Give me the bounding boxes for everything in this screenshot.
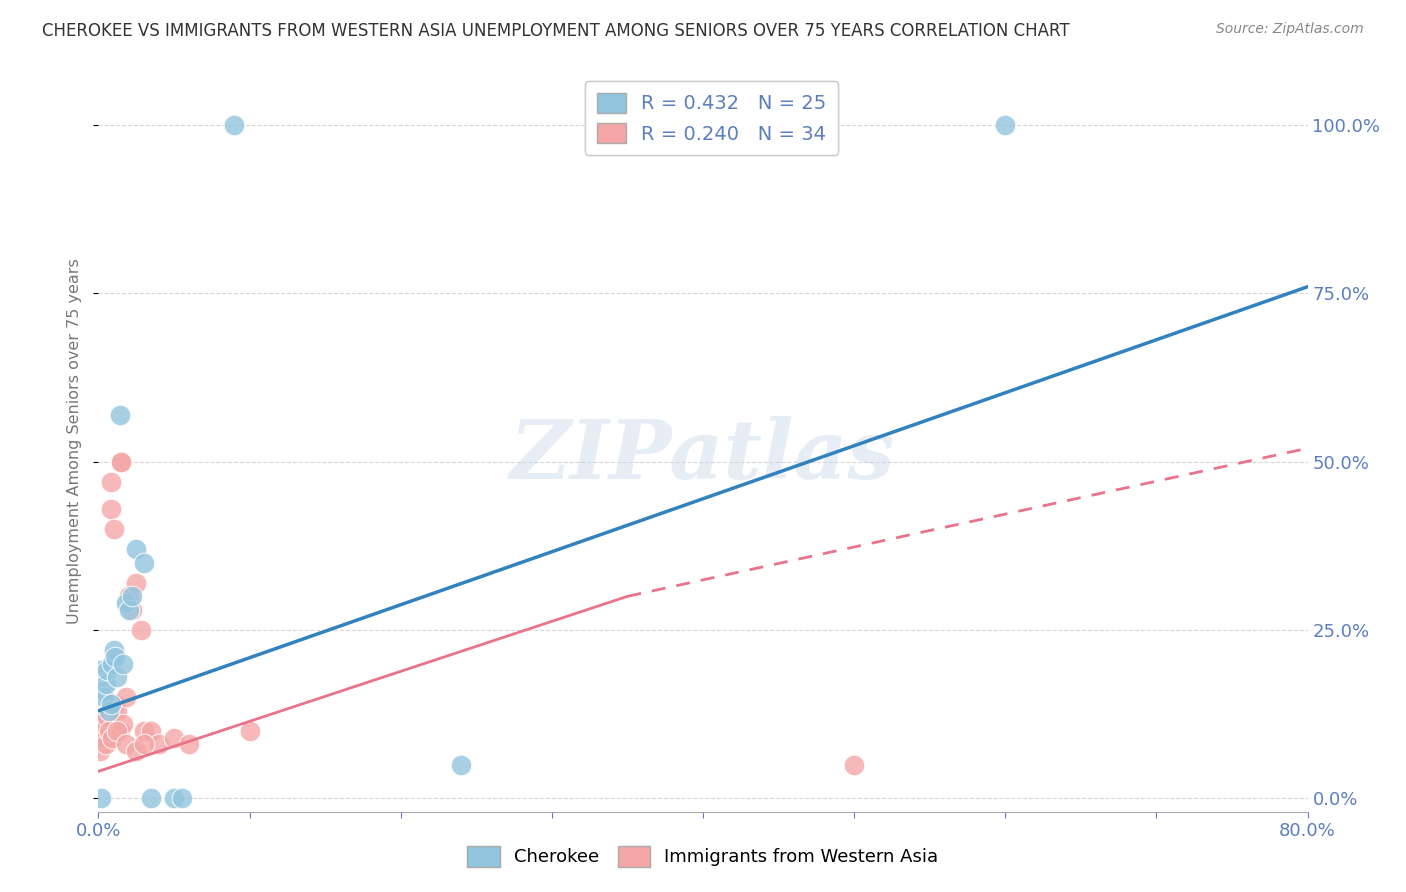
Point xyxy=(121,603,143,617)
Point xyxy=(163,791,186,805)
Point xyxy=(105,704,128,718)
Point xyxy=(101,657,124,671)
Point xyxy=(103,704,125,718)
Point xyxy=(170,791,193,805)
Point xyxy=(129,623,152,637)
Point xyxy=(224,118,246,132)
Point xyxy=(125,542,148,557)
Legend: Cherokee, Immigrants from Western Asia: Cherokee, Immigrants from Western Asia xyxy=(460,838,946,874)
Point xyxy=(163,731,186,745)
Point xyxy=(239,723,262,738)
Point xyxy=(90,723,112,738)
Point xyxy=(132,723,155,738)
Point xyxy=(121,590,143,604)
Point xyxy=(141,723,163,738)
Point xyxy=(141,791,163,805)
Text: Source: ZipAtlas.com: Source: ZipAtlas.com xyxy=(1216,22,1364,37)
Point xyxy=(90,791,112,805)
Point xyxy=(110,455,132,469)
Point xyxy=(90,664,112,678)
Point xyxy=(110,455,132,469)
Point xyxy=(96,664,118,678)
Point xyxy=(148,738,170,752)
Text: CHEROKEE VS IMMIGRANTS FROM WESTERN ASIA UNEMPLOYMENT AMONG SENIORS OVER 75 YEAR: CHEROKEE VS IMMIGRANTS FROM WESTERN ASIA… xyxy=(42,22,1070,40)
Point xyxy=(94,738,117,752)
Point xyxy=(114,596,136,610)
Point xyxy=(125,575,148,590)
Point xyxy=(108,408,131,422)
Point xyxy=(100,697,122,711)
Point xyxy=(96,710,118,724)
Point xyxy=(105,723,128,738)
Point xyxy=(125,744,148,758)
Point xyxy=(104,697,127,711)
Point xyxy=(89,744,111,758)
Point xyxy=(100,501,122,516)
Point xyxy=(105,670,128,684)
Point xyxy=(114,738,136,752)
Point xyxy=(108,723,131,738)
Point xyxy=(118,603,141,617)
Point xyxy=(844,757,866,772)
Point xyxy=(104,649,127,664)
Point xyxy=(132,738,155,752)
Point xyxy=(114,690,136,705)
Point xyxy=(91,683,114,698)
Point xyxy=(132,556,155,570)
Point xyxy=(179,738,201,752)
Point xyxy=(994,118,1017,132)
Point xyxy=(100,475,122,489)
Point xyxy=(93,690,115,705)
Legend: R = 0.432   N = 25, R = 0.240   N = 34: R = 0.432 N = 25, R = 0.240 N = 34 xyxy=(585,81,838,155)
Point xyxy=(111,657,134,671)
Point xyxy=(103,643,125,657)
Point xyxy=(93,717,115,731)
Point xyxy=(103,522,125,536)
Y-axis label: Unemployment Among Seniors over 75 years: Unemployment Among Seniors over 75 years xyxy=(67,259,83,624)
Point xyxy=(450,757,472,772)
Point xyxy=(111,717,134,731)
Point xyxy=(91,731,114,745)
Text: ZIPatlas: ZIPatlas xyxy=(510,417,896,496)
Point xyxy=(98,704,121,718)
Point xyxy=(118,590,141,604)
Point xyxy=(94,677,117,691)
Point xyxy=(98,723,121,738)
Point xyxy=(101,731,124,745)
